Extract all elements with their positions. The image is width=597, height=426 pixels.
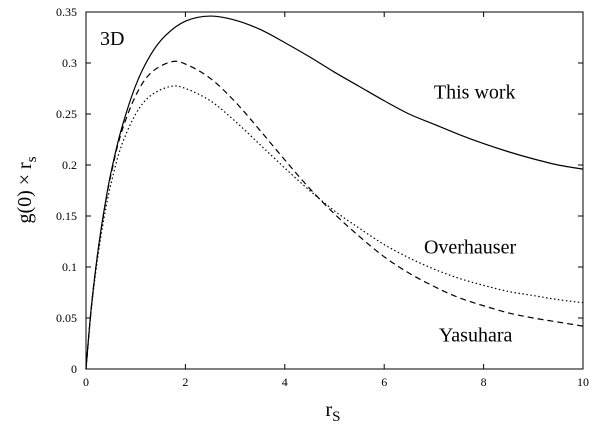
series-line-this-work [85, 15, 584, 370]
x-tick-label: 4 [282, 375, 288, 389]
y-tick-label: 0.2 [62, 158, 77, 172]
y-axis-label: g(0) × rs [14, 156, 40, 223]
y-tick-label: 0.15 [56, 209, 77, 223]
x-axis-label: rS [325, 399, 340, 425]
y-tick-label: 0.35 [56, 5, 77, 19]
series-line-yasuhara [85, 60, 584, 370]
panel-label: 3D [100, 28, 124, 50]
series-labels: This work Overhauser Yasuhara [424, 82, 517, 347]
series-label-yasuhara: Yasuhara [439, 324, 513, 346]
series-line-overhauser [85, 85, 584, 370]
y-tick-label: 0.05 [56, 311, 77, 325]
y-tick-label: 0 [71, 362, 77, 376]
x-tick-label: 10 [577, 375, 589, 389]
y-tick-label: 0.1 [62, 260, 77, 274]
x-tick-label: 0 [83, 375, 89, 389]
x-axis-label-subscript: S [332, 409, 340, 425]
x-tick-label: 8 [481, 375, 487, 389]
y-axis-ticks: 0 0.05 0.1 0.15 0.2 0.25 0.3 0.35 [56, 5, 583, 376]
series-layer [85, 15, 584, 370]
plot-frame [85, 11, 584, 370]
x-tick-label: 6 [381, 375, 387, 389]
y-tick-label: 0.25 [56, 107, 77, 121]
y-tick-label: 0.3 [62, 56, 77, 70]
x-tick-label: 2 [182, 375, 188, 389]
series-label-overhauser: Overhauser [424, 237, 517, 259]
series-label-this-work: This work [434, 82, 516, 104]
x-axis-ticks: 0 2 4 6 8 10 [83, 12, 589, 389]
y-axis-label-subscript: s [24, 156, 40, 162]
